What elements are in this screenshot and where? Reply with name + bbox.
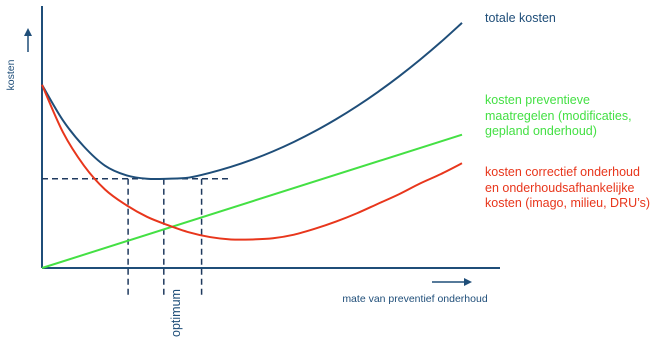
legend-total-costs: totale kosten: [485, 11, 556, 27]
optimum-label: optimum: [169, 289, 183, 337]
legend-corrective-costs-line: en onderhoudsafhankelijke: [485, 180, 635, 195]
axes: [24, 6, 500, 286]
legend-preventive-costs: kosten preventieve maatregelen (modificat…: [485, 93, 632, 140]
legend-preventive-costs-line: maatregelen (modificaties,: [485, 108, 632, 123]
legend-preventive-costs-line: kosten preventieve: [485, 93, 590, 107]
legend-corrective-costs-line: kosten correctief onderhoud: [485, 165, 640, 179]
series-total-costs: [41, 22, 463, 181]
x-arrow-head: [464, 278, 472, 286]
legend-corrective-costs-line: kosten (imago, milieu, DRU’s): [485, 196, 651, 210]
legend-preventive-costs-line: gepland onderhoud): [485, 124, 597, 138]
legend-total-costs-line: totale kosten: [485, 11, 556, 25]
series-lines: [41, 22, 463, 269]
x-axis-label: mate van preventief onderhoud: [342, 293, 488, 305]
series-preventive-costs: [41, 133, 463, 269]
y-axis-label: kosten: [5, 59, 17, 90]
y-arrow-head: [24, 28, 32, 36]
legend-corrective-costs: kosten correctief onderhoud en onderhouds…: [485, 165, 650, 212]
optimum-guides: [42, 178, 232, 298]
series-corrective-costs: [41, 84, 463, 241]
